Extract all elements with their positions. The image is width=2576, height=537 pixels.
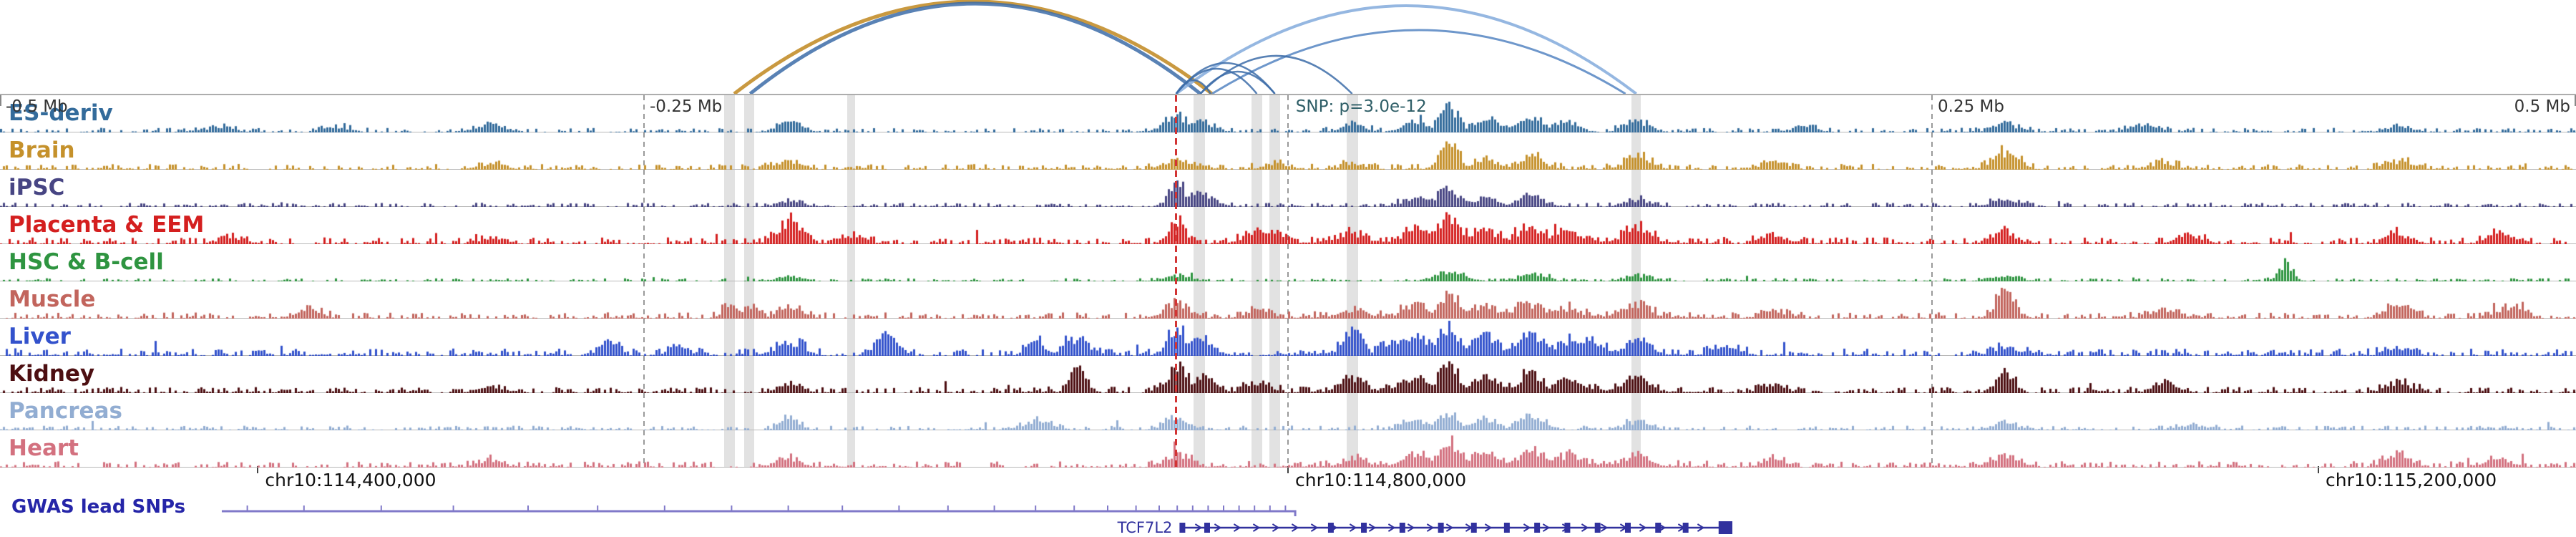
strand-arrow-icon (1252, 523, 1261, 532)
gene-exon (1361, 523, 1367, 533)
left-edge-tick (0, 95, 1, 106)
interaction-arc (733, 0, 1214, 94)
signal-canvas-muscle (0, 281, 2576, 319)
gwas-snps-line (221, 505, 1297, 516)
signal-canvas-liver (0, 319, 2576, 356)
signal-canvas-ipsc (0, 170, 2576, 207)
strand-arrow-icon (1581, 523, 1589, 532)
gwas-lead-snps-track: GWAS lead SNPs (0, 493, 2576, 518)
coordinate-label: chr10:114,400,000 (265, 470, 436, 490)
track-row-pancreas: Pancreas (0, 393, 2576, 430)
gene-name-label: TCF7L2 (1117, 519, 1173, 536)
interaction-arc (748, 1, 1202, 94)
track-row-hsc-b-cell: HSC & B-cell (0, 244, 2576, 281)
gene-exon (1564, 523, 1571, 533)
gene-label-wrap: TCF7L2 (0, 519, 1173, 536)
track-row-brain: Brain (0, 132, 2576, 170)
strand-arrow-icon (1697, 523, 1705, 532)
gene-terminal-exon (1718, 521, 1732, 534)
track-label-liver: Liver (9, 324, 71, 349)
strand-arrow-icon (1214, 523, 1222, 532)
strand-arrow-icon (1310, 523, 1319, 532)
strand-arrow-icon (1349, 523, 1357, 532)
track-label-kidney: Kidney (9, 361, 95, 387)
chromatin-interaction-arcs (733, 0, 1637, 94)
gene-exon (1399, 523, 1405, 533)
track-row-muscle: Muscle (0, 281, 2576, 319)
strand-arrow-icon (1639, 523, 1647, 532)
signal-canvas-heart (0, 430, 2576, 468)
gene-model (1179, 521, 1732, 534)
signal-canvas-placenta-eem (0, 207, 2576, 244)
coordinate-label: chr10:115,200,000 (2326, 470, 2497, 490)
track-label-muscle: Muscle (9, 286, 96, 312)
gene-exon (1534, 523, 1541, 533)
track-row-ipsc: iPSC (0, 170, 2576, 207)
gene-exon (1682, 523, 1689, 533)
track-label-brain: Brain (9, 137, 75, 163)
track-row-placenta-eem: Placenta & EEM (0, 207, 2576, 244)
gene-exon (1204, 523, 1210, 533)
signal-canvas-hsc-b-cell (0, 244, 2576, 281)
gene-exon (1438, 523, 1444, 533)
signal-canvas-brain (0, 132, 2576, 170)
track-row-heart: Heart (0, 430, 2576, 468)
strand-arrow-icon (1484, 523, 1493, 532)
strand-arrow-icon (1387, 523, 1396, 532)
signal-canvas-pancreas (0, 393, 2576, 430)
track-label-pancreas: Pancreas (9, 398, 122, 424)
signal-canvas-kidney (0, 356, 2576, 393)
strand-arrow-icon (1368, 523, 1377, 532)
track-label-hsc-b-cell: HSC & B-cell (9, 249, 164, 275)
gene-annotation-track: TCF7L2 (0, 517, 2576, 537)
track-label-ipsc: iPSC (9, 175, 65, 200)
genomic-coordinates-row: chr10:114,400,000 chr10:114,800,000 chr10:… (0, 466, 2576, 493)
strand-arrow-icon (1426, 523, 1435, 532)
snp-position-line (1175, 95, 1178, 468)
strand-arrow-icon (1445, 523, 1454, 532)
right-edge-tick (2575, 95, 2576, 106)
strand-arrow-icon (1600, 523, 1609, 532)
strand-arrow-icon (1542, 523, 1551, 532)
coordinate-label: chr10:114,800,000 (1295, 470, 1467, 490)
gene-exon (1624, 523, 1631, 533)
coordinate-tick (257, 466, 259, 473)
gwas-track-label: GWAS lead SNPs (11, 496, 186, 518)
strand-arrow-icon (1233, 523, 1241, 532)
signal-track-plot-area: ES-deriv Brain iPSC Placenta & EEM HSC & B-c… (0, 94, 2576, 468)
gene-exon (1503, 523, 1510, 533)
strand-arrow-icon (1194, 523, 1203, 532)
interaction-arc (1199, 54, 1353, 94)
interaction-arc (1175, 4, 1637, 94)
strand-arrow-icon (1407, 523, 1415, 532)
track-label-es-deriv: ES-deriv (9, 100, 113, 126)
gene-exon (1655, 523, 1662, 533)
track-row-es-deriv: ES-deriv (0, 95, 2576, 132)
gene-exon (1327, 523, 1334, 533)
track-label-heart: Heart (9, 435, 79, 461)
interaction-arc (1211, 29, 1626, 94)
track-label-placenta-eem: Placenta & EEM (9, 212, 205, 238)
gene-exon (1470, 523, 1477, 533)
strand-arrow-icon (1291, 523, 1299, 532)
coordinate-tick (1287, 466, 1289, 473)
strand-arrow-icon (1272, 523, 1280, 532)
gene-exon (1594, 523, 1601, 533)
gene-exon (1179, 523, 1186, 533)
signal-canvas-es-deriv (0, 95, 2576, 132)
track-rows: ES-deriv Brain iPSC Placenta & EEM HSC & B-c… (0, 95, 2576, 468)
track-row-kidney: Kidney (0, 356, 2576, 393)
track-row-liver: Liver (0, 319, 2576, 356)
strand-arrow-icon (1523, 523, 1531, 532)
coordinate-tick (2318, 466, 2319, 473)
gwas-connector-line (221, 510, 1297, 516)
